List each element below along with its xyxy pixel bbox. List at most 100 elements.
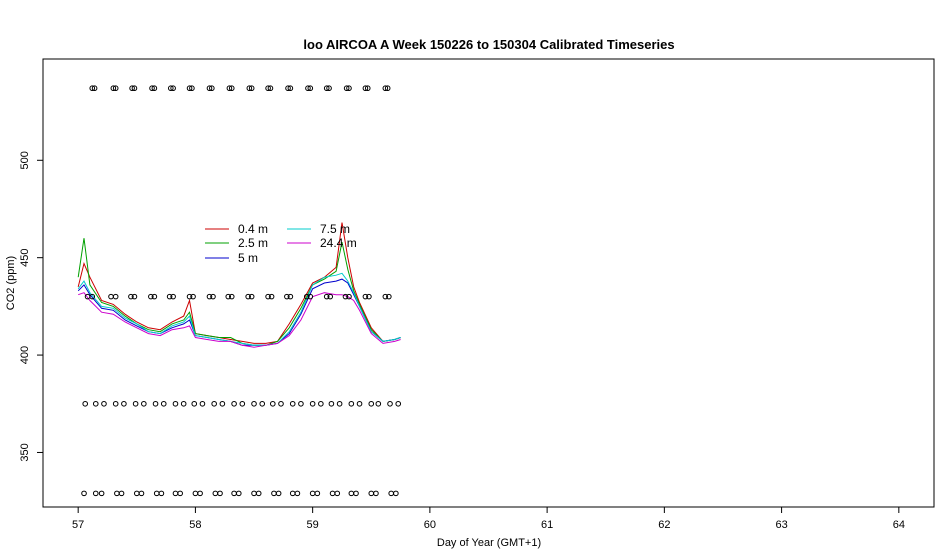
marker-point bbox=[269, 400, 276, 407]
marker-point bbox=[368, 490, 375, 497]
marker-point bbox=[289, 400, 296, 407]
marker-point bbox=[158, 490, 165, 497]
marker-point bbox=[285, 85, 291, 92]
series-line-7-5-m bbox=[77, 272, 401, 346]
marker-point bbox=[395, 400, 402, 407]
marker-point bbox=[267, 85, 274, 92]
marker-point bbox=[192, 490, 199, 497]
marker-point bbox=[209, 85, 215, 92]
marker-point bbox=[342, 293, 349, 300]
legend-label: 7.5 m bbox=[320, 222, 350, 236]
marker-point bbox=[309, 490, 316, 497]
marker-point bbox=[387, 400, 393, 407]
marker-point bbox=[98, 490, 105, 497]
marker-point bbox=[265, 293, 271, 300]
marker-point bbox=[112, 293, 119, 300]
marker-point bbox=[101, 400, 107, 407]
x-tick-label: 57 bbox=[72, 519, 84, 531]
marker-point bbox=[81, 490, 87, 497]
marker-point bbox=[92, 490, 99, 497]
marker-point bbox=[239, 400, 246, 407]
marker-point bbox=[211, 400, 217, 407]
marker-point bbox=[121, 400, 127, 407]
marker-point bbox=[384, 85, 391, 92]
marker-point bbox=[225, 293, 232, 300]
marker-point bbox=[287, 293, 294, 300]
marker-point bbox=[170, 293, 176, 300]
marker-point bbox=[231, 400, 237, 407]
marker-point bbox=[362, 85, 369, 92]
marker-point bbox=[289, 490, 296, 497]
marker-point bbox=[131, 293, 138, 300]
x-tick-label: 58 bbox=[189, 519, 201, 531]
marker-point bbox=[191, 400, 198, 407]
marker-point bbox=[226, 85, 233, 92]
marker-point bbox=[228, 293, 235, 300]
marker-point bbox=[92, 400, 99, 407]
marker-point bbox=[334, 490, 341, 497]
marker-point bbox=[108, 293, 114, 300]
marker-point bbox=[151, 293, 158, 300]
marker-point bbox=[278, 400, 284, 407]
chart-title: loo AIRCOA A Week 150226 to 150304 Calib… bbox=[303, 37, 674, 52]
marker-point bbox=[326, 85, 332, 92]
marker-point bbox=[112, 400, 119, 407]
y-tick-label: 400 bbox=[19, 346, 31, 364]
marker-point bbox=[386, 293, 392, 300]
y-tick-label: 450 bbox=[19, 248, 31, 266]
x-tick-label: 63 bbox=[775, 519, 787, 531]
marker-point bbox=[265, 85, 271, 92]
series-line-24-4-m bbox=[78, 292, 401, 348]
marker-point bbox=[323, 85, 330, 92]
marker-point bbox=[190, 293, 196, 300]
marker-point bbox=[251, 400, 257, 407]
marker-point bbox=[186, 85, 193, 92]
marker-point bbox=[382, 293, 389, 300]
x-tick-label: 59 bbox=[307, 519, 319, 531]
marker-point bbox=[294, 490, 301, 497]
marker-point bbox=[170, 85, 176, 92]
marker-point bbox=[373, 490, 379, 497]
marker-point bbox=[110, 85, 117, 92]
marker-point bbox=[197, 490, 203, 497]
marker-point bbox=[180, 400, 187, 407]
marker-point bbox=[160, 400, 167, 407]
marker-point bbox=[166, 293, 173, 300]
marker-point bbox=[348, 400, 355, 407]
plot-frame bbox=[42, 58, 935, 508]
marker-point bbox=[246, 85, 253, 92]
x-tick-label: 61 bbox=[541, 519, 553, 531]
legend: 0.4 m2.5 m5 m 7.5 m24.4 m bbox=[205, 222, 357, 265]
marker-point bbox=[189, 85, 195, 92]
marker-point bbox=[129, 85, 135, 92]
marker-point bbox=[309, 400, 316, 407]
y-tick-label: 350 bbox=[19, 443, 31, 461]
series-lines bbox=[77, 222, 401, 348]
marker-point bbox=[138, 490, 145, 497]
marker-point bbox=[186, 293, 193, 300]
marker-point bbox=[153, 490, 160, 497]
marker-point bbox=[114, 490, 120, 497]
marker-point bbox=[305, 85, 311, 92]
marker-point bbox=[228, 85, 235, 92]
marker-point bbox=[259, 400, 266, 407]
marker-point bbox=[212, 490, 219, 497]
marker-point bbox=[375, 400, 382, 407]
marker-point bbox=[167, 85, 174, 92]
legend-label: 0.4 m bbox=[238, 222, 268, 236]
marker-point bbox=[210, 293, 216, 300]
marker-point bbox=[141, 400, 147, 407]
marker-point bbox=[348, 490, 355, 497]
marker-point bbox=[149, 85, 155, 92]
marker-point bbox=[133, 490, 140, 497]
marker-point bbox=[353, 490, 359, 497]
marker-point bbox=[356, 400, 363, 407]
marker-point bbox=[271, 490, 277, 497]
marker-point bbox=[91, 85, 98, 92]
marker-point bbox=[318, 400, 324, 407]
marker-point bbox=[219, 400, 226, 407]
marker-point bbox=[177, 490, 183, 497]
marker-point bbox=[346, 85, 352, 92]
marker-point bbox=[298, 400, 304, 407]
